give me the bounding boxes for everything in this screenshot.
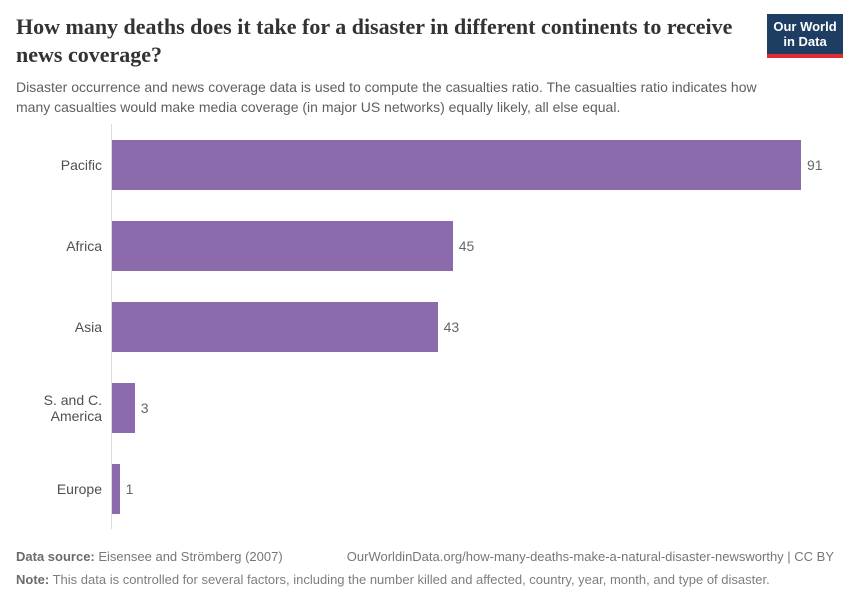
bar-africa[interactable] bbox=[112, 220, 453, 271]
category-label: S. and C. America bbox=[43, 391, 102, 424]
canonical-url: OurWorldinData.org/how-many-deaths-make-… bbox=[346, 549, 834, 564]
value-label: 43 bbox=[443, 318, 460, 335]
bar-track: 91 bbox=[111, 124, 850, 205]
bar-europe[interactable] bbox=[112, 463, 120, 514]
bar-track: 45 bbox=[111, 205, 850, 286]
chart-header: How many deaths does it take for a disas… bbox=[0, 0, 850, 117]
bar-row: Pacific 91 bbox=[0, 124, 850, 205]
category-label: Europe bbox=[56, 480, 102, 497]
bar-track: 3 bbox=[111, 367, 850, 448]
value-label: 1 bbox=[125, 480, 134, 497]
bar-asia[interactable] bbox=[112, 301, 438, 352]
footnote-value: This data is controlled for several fact… bbox=[52, 572, 770, 587]
value-label: 45 bbox=[458, 237, 475, 254]
bar-row: S. and C. America 3 bbox=[0, 367, 850, 448]
bar-track: 43 bbox=[111, 286, 850, 367]
bar-chart: Pacific 91 Africa 45 Asia 43 S. and C. America… bbox=[0, 124, 850, 529]
bar-track: 1 bbox=[111, 448, 850, 529]
value-label: 3 bbox=[140, 399, 149, 416]
category-label: Pacific bbox=[60, 156, 102, 173]
data-source-label: Data source: bbox=[16, 549, 95, 564]
chart-footer: Data source: Eisensee and Strömberg (200… bbox=[16, 549, 834, 587]
bar-row: Asia 43 bbox=[0, 286, 850, 367]
category-label: Africa bbox=[66, 237, 102, 254]
owid-logo-line1: Our World bbox=[773, 19, 837, 34]
bar-row: Africa 45 bbox=[0, 205, 850, 286]
value-label: 91 bbox=[807, 156, 823, 173]
category-label: Asia bbox=[74, 318, 102, 335]
bar-s-and-c-america[interactable] bbox=[112, 382, 135, 433]
data-source-value: Eisensee and Strömberg (2007) bbox=[98, 549, 283, 564]
bar-row: Europe 1 bbox=[0, 448, 850, 529]
owid-logo-line2: in Data bbox=[783, 34, 827, 50]
chart-title: How many deaths does it take for a disas… bbox=[16, 14, 733, 67]
bar-pacific[interactable] bbox=[112, 139, 801, 190]
owid-logo: Our World in Data bbox=[767, 14, 843, 58]
footnote-label: Note: bbox=[16, 572, 50, 587]
chart-subtitle: Disaster occurrence and news coverage da… bbox=[16, 79, 757, 115]
footnote: Note: This data is controlled for severa… bbox=[16, 572, 834, 587]
data-source: Data source: Eisensee and Strömberg (200… bbox=[16, 549, 283, 564]
